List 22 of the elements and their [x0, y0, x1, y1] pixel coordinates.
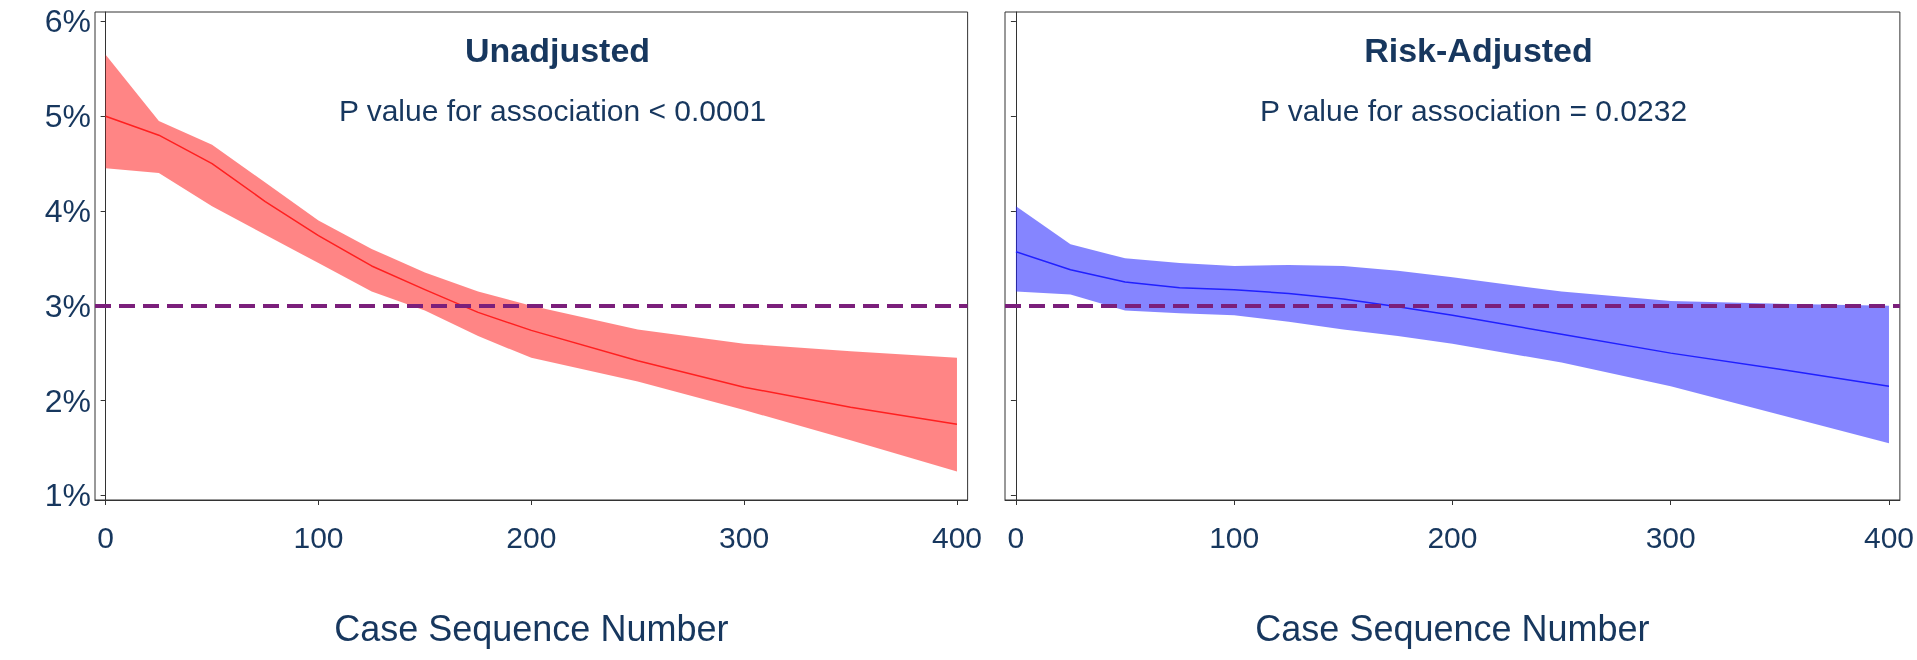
y-tick-label: 1% [44, 477, 91, 514]
y-tick-label: 6% [44, 3, 91, 40]
x-tick-label: 400 [931, 520, 982, 554]
y-tick-label: 4% [44, 192, 91, 229]
x-tick-label: 200 [1427, 520, 1478, 554]
x-axis-title: Case Sequence Number [1255, 607, 1650, 649]
x-tick-label: 300 [1645, 520, 1696, 554]
x-tick-label: 300 [719, 520, 770, 554]
text: Risk-Adjusted [1364, 31, 1593, 69]
x-tick-label: 400 [1863, 520, 1914, 554]
y-tick-label: 2% [44, 382, 91, 419]
annotation: P value for association < 0.0001 [338, 93, 767, 127]
x-tick-label: 0 [97, 520, 114, 554]
x-tick-label: 100 [1209, 520, 1260, 554]
x-axis-title: Case Sequence Number [334, 607, 729, 649]
text: Unadjusted [464, 31, 651, 69]
annotation: P value for association = 0.0232 [1259, 93, 1688, 127]
x-tick-label: 200 [506, 520, 557, 554]
x-tick-label: 100 [293, 520, 344, 554]
y-tick-label: 3% [44, 287, 91, 324]
y-tick-label: 5% [44, 98, 91, 135]
x-tick-label: 0 [1007, 520, 1025, 554]
